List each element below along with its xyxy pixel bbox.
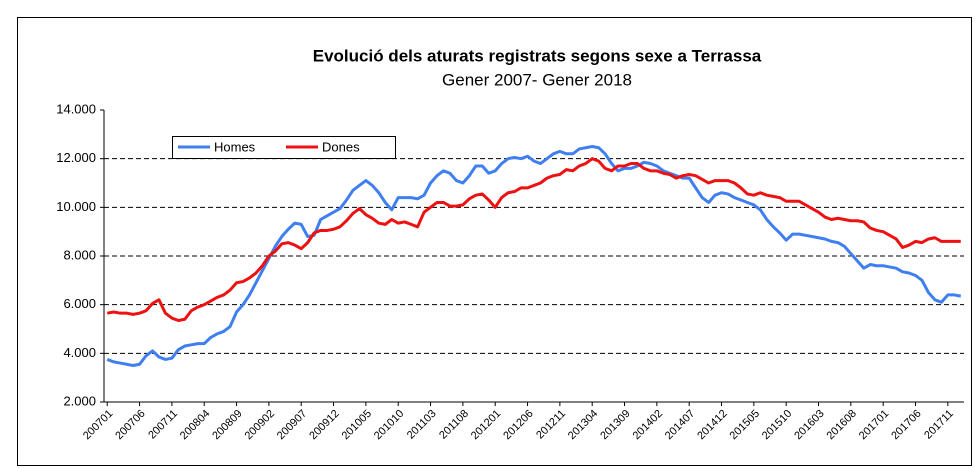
y-tick-label: 4.000 <box>63 345 96 360</box>
chart-subtitle: Gener 2007- Gener 2018 <box>442 70 632 89</box>
y-tick-label: 2.000 <box>63 393 96 408</box>
y-tick-label: 8.000 <box>63 247 96 262</box>
y-tick-label: 10.000 <box>56 199 96 214</box>
series-line <box>106 157 961 322</box>
chart-border <box>17 17 972 466</box>
chart-title: Evolució dels aturats registrats segons … <box>313 46 762 65</box>
y-tick-label: 14.000 <box>56 101 96 116</box>
y-tick-label: 12.000 <box>56 150 96 165</box>
y-tick-label: 6.000 <box>63 296 96 311</box>
series-line <box>106 145 962 367</box>
legend-label: Homes <box>214 139 256 154</box>
legend-label: Dones <box>322 139 360 154</box>
legend-box <box>172 136 396 159</box>
